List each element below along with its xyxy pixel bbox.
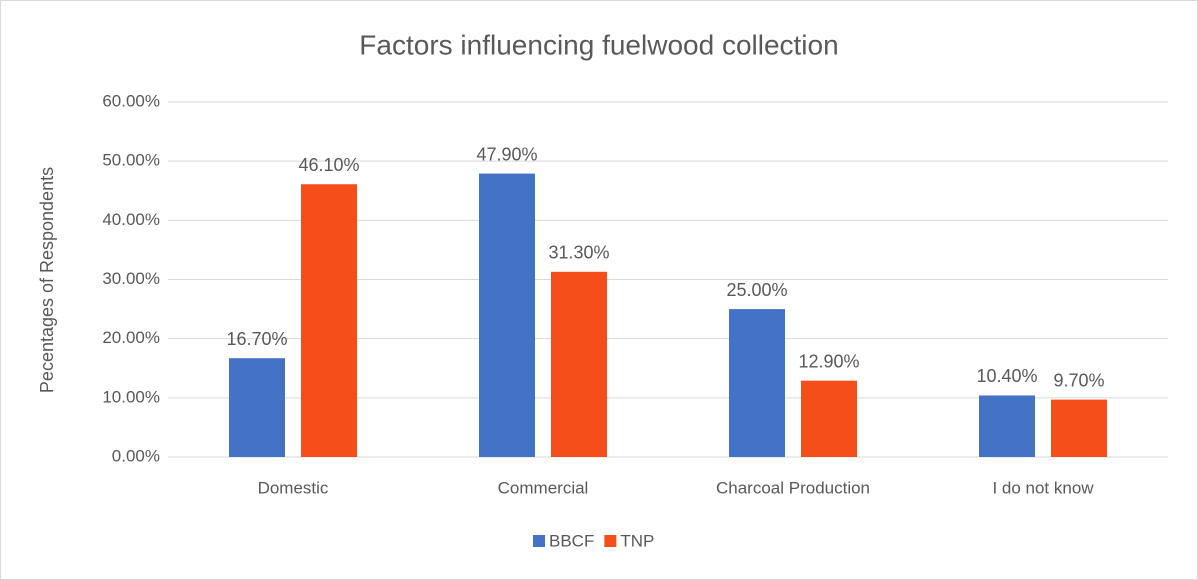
- data-label: 12.90%: [798, 351, 859, 371]
- bar: [801, 380, 857, 457]
- data-label: 25.00%: [726, 280, 787, 300]
- data-label: 16.70%: [226, 329, 287, 349]
- x-tick-label: Domestic: [258, 478, 329, 497]
- y-tick-label: 30.00%: [102, 269, 160, 288]
- data-label: 10.40%: [976, 366, 1037, 386]
- y-tick-label: 10.00%: [102, 387, 160, 406]
- data-label: 31.30%: [548, 243, 609, 263]
- x-tick-label: Commercial: [498, 478, 589, 497]
- data-label: 47.90%: [476, 144, 537, 164]
- y-tick-label: 20.00%: [102, 328, 160, 347]
- y-tick-label: 50.00%: [102, 151, 160, 170]
- y-tick-label: 60.00%: [102, 91, 160, 110]
- y-axis-label: Pecentages of Respondents: [37, 167, 57, 393]
- x-tick-label: Charcoal Production: [716, 478, 870, 497]
- x-tick-label: I do not know: [992, 478, 1094, 497]
- y-tick-label: 0.00%: [112, 446, 160, 465]
- data-label: 46.10%: [298, 155, 359, 175]
- legend-label: BBCF: [549, 531, 594, 550]
- bar: [229, 358, 285, 457]
- legend-swatch: [533, 535, 545, 547]
- data-label: 9.70%: [1053, 370, 1104, 390]
- bar: [1051, 399, 1107, 457]
- chart-title: Factors influencing fuelwood collection: [359, 29, 838, 60]
- bar: [301, 184, 357, 457]
- bar: [729, 309, 785, 457]
- legend-swatch: [604, 535, 617, 547]
- bar: [979, 395, 1035, 457]
- bar: [551, 271, 607, 457]
- legend-label: TNP: [620, 531, 654, 550]
- bar: [479, 173, 535, 457]
- y-tick-label: 40.00%: [102, 210, 160, 229]
